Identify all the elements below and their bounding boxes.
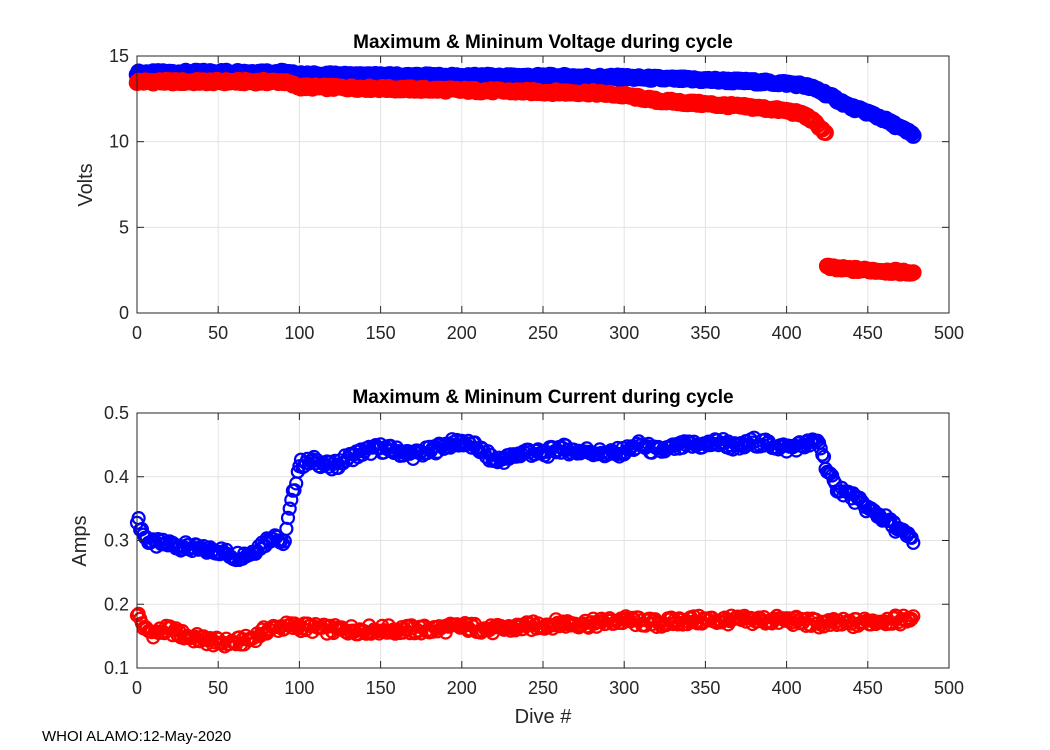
voltage-x-tick-label: 300 [609,323,639,343]
voltage-x-tick-label: 250 [528,323,558,343]
current-x-tick-label: 0 [132,678,142,698]
voltage-chart-title: Maximum & Mininum Voltage during cycle [353,32,733,53]
current-x-tick-label: 100 [284,678,314,698]
voltage-x-tick-label: 450 [853,323,883,343]
current-x-tick-label: 200 [447,678,477,698]
current-series-minimum [129,606,921,654]
current-minimum-point [625,610,640,626]
current-chart: Maximum & Mininum Current during cycle 0… [69,387,964,728]
current-x-tick-label: 400 [772,678,802,698]
current-minimum-point [906,609,921,624]
voltage-maximum-point [904,127,922,144]
voltage-series-minimum [128,71,922,282]
current-maximum-point [815,447,830,462]
voltage-maximum-point [900,122,917,140]
footer-caption: WHOI ALAMO:12-May-2020 [42,728,232,745]
current-series-maximum [129,430,921,568]
current-series [129,430,921,654]
current-x-tick-label: 50 [208,678,228,698]
voltage-minimum-point [817,124,834,141]
voltage-y-tick-label: 0 [119,303,129,323]
voltage-x-tick-label: 200 [447,323,477,343]
current-maximum-point [883,512,898,527]
voltage-x-tick-label: 500 [934,323,964,343]
current-y-axis-label: Amps [69,515,91,566]
current-maximum-point [906,535,921,550]
current-y-tick-label: 0.5 [104,403,129,423]
current-y-tick-label: 0.4 [104,467,129,487]
voltage-x-tick-label: 50 [208,323,228,343]
current-x-tick-label: 500 [934,678,964,698]
current-x-tick-label: 300 [609,678,639,698]
voltage-y-tick-label: 10 [109,132,129,152]
voltage-ticks: 0 50 100 150 200 250 300 350 400 450 500 0 5 10 15 [109,46,964,343]
current-x-tick-label: 250 [528,678,558,698]
voltage-x-tick-label: 0 [132,323,142,343]
current-chart-title: Maximum & Mininum Current during cycle [352,387,733,408]
voltage-x-tick-label: 350 [690,323,720,343]
current-x-axis-label: Dive # [515,706,573,728]
voltage-y-axis-label: Volts [75,163,97,206]
current-y-tick-label: 0.1 [104,658,129,678]
voltage-y-tick-label: 15 [109,46,129,66]
current-maximum-point [280,510,296,526]
current-x-tick-label: 450 [853,678,883,698]
current-ticks: 0 50 100 150 200 250 300 350 400 450 500 0.1 0.2 0.3 0… [104,403,964,698]
voltage-chart: Maximum & Mininum Voltage during cycle 0… [75,32,964,343]
voltage-series [128,62,922,282]
current-maximum-point [282,501,297,516]
current-maximum-point [287,483,302,498]
voltage-x-tick-label: 100 [284,323,314,343]
current-y-tick-label: 0.2 [104,594,129,614]
current-y-tick-label: 0.3 [104,531,129,551]
voltage-x-tick-label: 150 [366,323,396,343]
voltage-x-tick-label: 400 [772,323,802,343]
current-x-tick-label: 150 [366,678,396,698]
current-x-tick-label: 350 [690,678,720,698]
current-maximum-point [284,492,299,507]
current-maximum-point [813,441,828,456]
voltage-y-tick-label: 5 [119,217,129,237]
voltage-minimum-point [904,264,922,281]
